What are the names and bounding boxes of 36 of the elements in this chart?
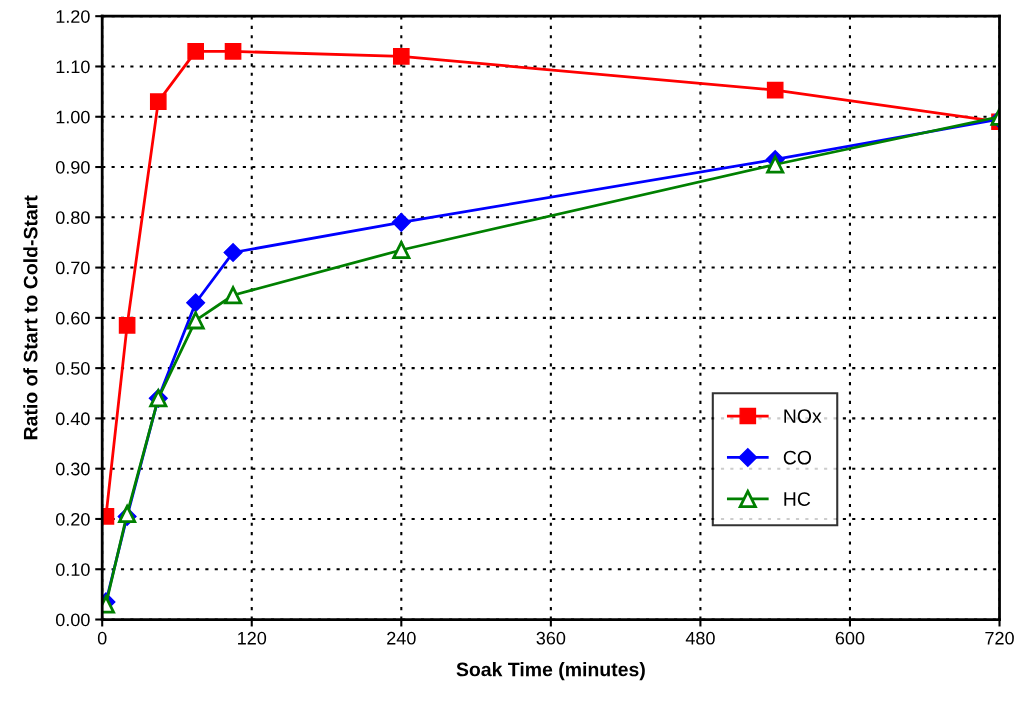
point <box>223 242 243 263</box>
point <box>186 293 206 313</box>
point <box>187 43 205 60</box>
y-tick-label: 1.20 <box>56 10 90 23</box>
y-tick-label: 1.10 <box>56 60 90 74</box>
point <box>392 240 411 260</box>
y-tick-label: 0.00 <box>55 613 90 627</box>
y-axis-title: Ratio of Start to Cold-Start <box>23 195 38 440</box>
y-tick-label: 0.70 <box>55 261 90 275</box>
x-tick-label: 120 <box>238 631 267 645</box>
x-tick-label: 600 <box>835 631 865 645</box>
x-axis-title: Soak Time (minutes) <box>456 662 645 681</box>
legend-label: NOx <box>784 409 822 424</box>
x-tick-label: 360 <box>536 631 566 645</box>
point <box>392 48 410 65</box>
y-tick-label: 0.50 <box>55 362 90 375</box>
point <box>391 212 411 232</box>
y-tick-label: 0.20 <box>55 512 90 526</box>
x-tick-label: 480 <box>685 631 715 645</box>
y-tick-label: 0.40 <box>55 412 90 426</box>
x-tick-label: 240 <box>387 631 416 645</box>
y-tick-label: 0.10 <box>55 563 90 576</box>
legend-label: CO <box>783 450 812 465</box>
x-tick-label: 720 <box>985 631 1014 645</box>
y-tick-label: 0.80 <box>55 211 90 225</box>
y-tick-label: 0.30 <box>55 462 90 476</box>
point <box>186 311 205 330</box>
point <box>224 43 242 60</box>
x-tick-label: 0 <box>97 631 107 645</box>
legend-label: HC <box>784 492 811 506</box>
point <box>224 286 243 305</box>
point <box>118 317 136 334</box>
point <box>149 93 167 110</box>
y-tick-label: 0.90 <box>55 160 90 174</box>
y-tick-label: 0.60 <box>55 311 90 325</box>
y-tick-label: 1.00 <box>56 110 90 124</box>
